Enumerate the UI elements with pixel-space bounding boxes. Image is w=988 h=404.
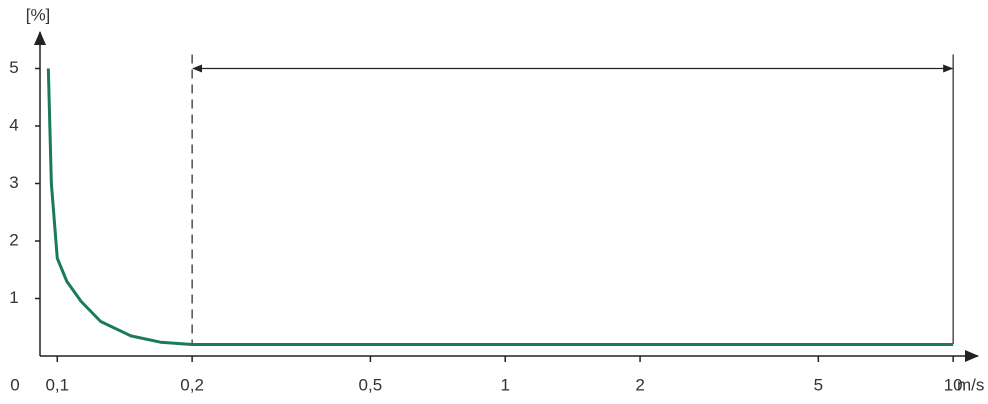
x-tick-label: 5 xyxy=(814,375,823,394)
x-tick-label: 0,1 xyxy=(45,375,69,394)
data-line xyxy=(46,68,954,346)
x-tick-label: 0,5 xyxy=(359,375,383,394)
x-tick-label: 0,2 xyxy=(180,375,204,394)
y-tick-label: 3 xyxy=(9,173,18,192)
y-tick-label: 1 xyxy=(9,288,18,307)
x-axis-label: m/s xyxy=(957,375,984,394)
y-axis-label: [%] xyxy=(26,5,51,24)
y-tick-label: 4 xyxy=(9,115,18,134)
y-tick-label: 5 xyxy=(9,58,18,77)
x-tick-label: 10 xyxy=(944,375,963,394)
y-tick-label: 2 xyxy=(9,230,18,249)
x-tick-label: 1 xyxy=(500,375,509,394)
x-tick-label: 2 xyxy=(635,375,644,394)
origin-label: 0 xyxy=(10,375,19,394)
